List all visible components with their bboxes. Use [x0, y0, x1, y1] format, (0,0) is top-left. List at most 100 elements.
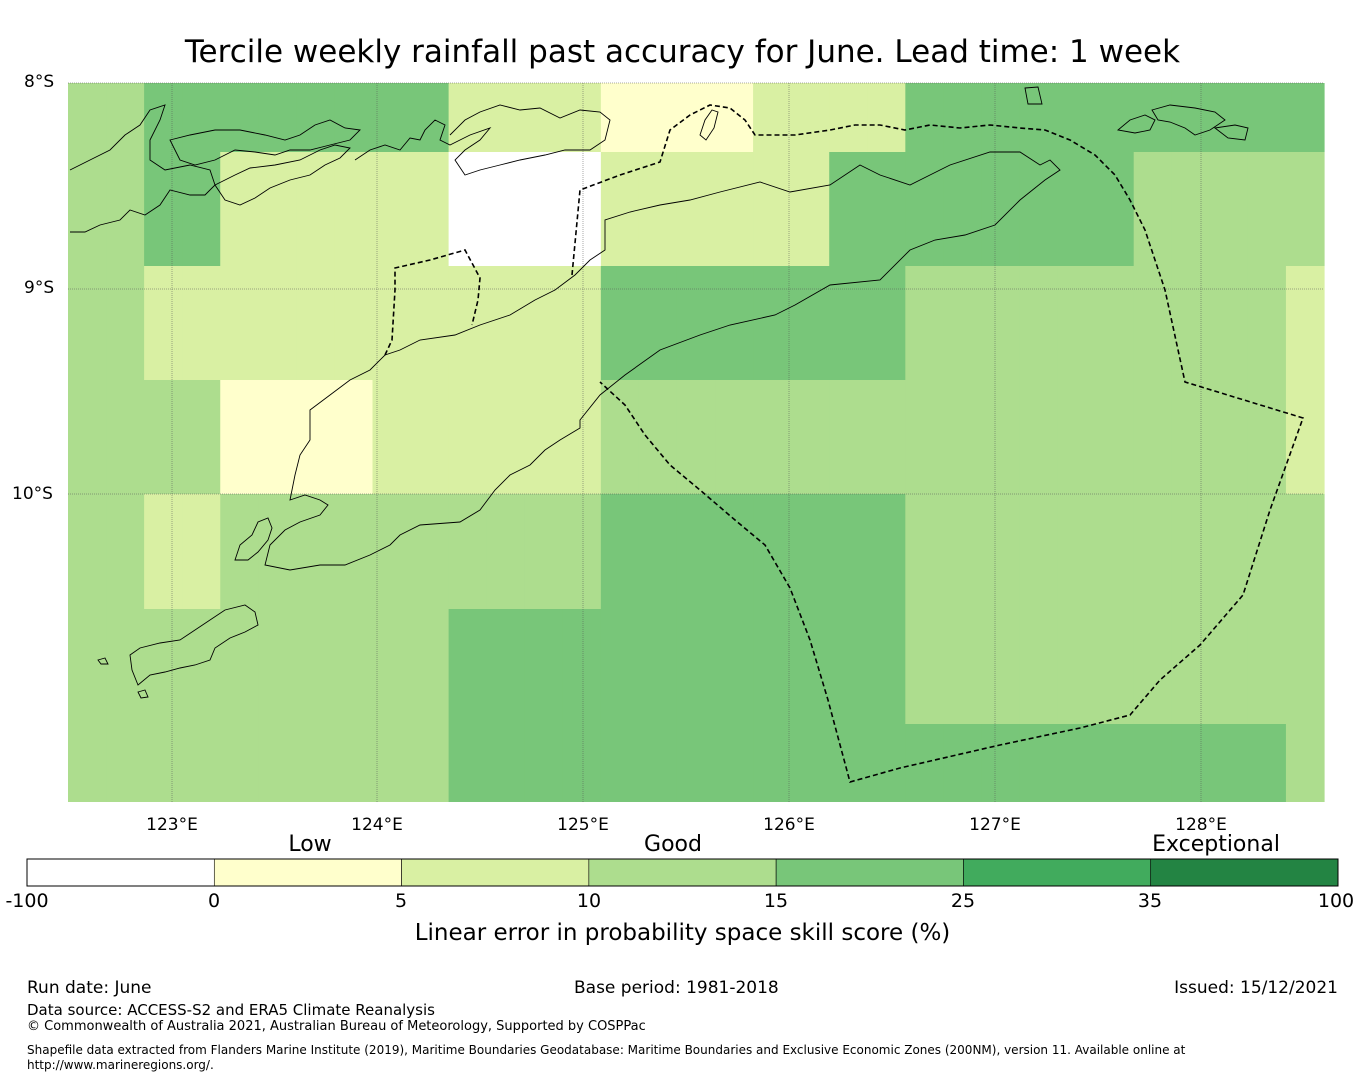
- skill-cell: [1095, 609, 1135, 724]
- colorbar-tick: 35: [1137, 890, 1163, 912]
- skill-cell: [524, 152, 564, 266]
- skill-cell: [943, 266, 983, 380]
- skill-cell: [1209, 494, 1249, 609]
- skill-cell: [981, 83, 1021, 152]
- skill-cell: [448, 609, 488, 724]
- skill-cell: [144, 494, 183, 609]
- skill-cell: [562, 83, 602, 152]
- skill-cell: [258, 380, 297, 494]
- skill-cell: [1285, 83, 1325, 152]
- skill-cell: [144, 266, 183, 380]
- skill-cell: [638, 724, 678, 802]
- skill-cell: [1095, 724, 1135, 802]
- skill-cell: [791, 152, 830, 266]
- skill-cell: [905, 380, 944, 494]
- skill-cell: [1171, 724, 1211, 802]
- skill-cell: [676, 83, 716, 152]
- skill-cell: [753, 494, 792, 609]
- skill-cell: [791, 724, 830, 802]
- skill-cell: [448, 724, 488, 802]
- skill-cell: [1247, 609, 1287, 724]
- skill-cell: [791, 380, 830, 494]
- upper-islands-coastline: [169, 119, 361, 166]
- skill-cell: [106, 380, 145, 494]
- skill-cell: [1247, 83, 1287, 152]
- skill-cell: [106, 724, 145, 802]
- skill-cell: [867, 266, 906, 380]
- skill-cell: [1247, 494, 1287, 609]
- skill-cell: [1209, 152, 1249, 266]
- skill-cell: [715, 494, 754, 609]
- skill-cell: [258, 494, 297, 609]
- base-period: Base period: 1981-2018: [574, 978, 779, 998]
- colorbar-tick: 0: [207, 890, 221, 912]
- skill-cell: [486, 724, 526, 802]
- skill-cell: [372, 83, 412, 152]
- lat-label: 8°S: [24, 72, 55, 92]
- skill-cell: [1057, 494, 1097, 609]
- skill-cell: [943, 609, 983, 724]
- skill-cell: [867, 494, 906, 609]
- skill-cell: [334, 83, 374, 152]
- skill-cell: [1247, 724, 1287, 802]
- skill-cell: [144, 380, 183, 494]
- skill-cell: [258, 83, 297, 152]
- skill-cell: [372, 152, 412, 266]
- skill-cell: [676, 266, 716, 380]
- skill-cell: [68, 266, 107, 380]
- skill-cell: [144, 724, 183, 802]
- skill-cell: [1133, 83, 1173, 152]
- skill-cell: [1171, 609, 1211, 724]
- skill-cell: [334, 724, 374, 802]
- skill-cell: [1171, 83, 1211, 152]
- skill-cell: [1209, 609, 1249, 724]
- skill-cell: [144, 152, 183, 266]
- skill-cell: [943, 152, 983, 266]
- skill-cell: [448, 494, 488, 609]
- skill-cell: [562, 380, 602, 494]
- skill-cell: [905, 609, 944, 724]
- skill-cell: [981, 494, 1021, 609]
- skill-cell: [905, 83, 944, 152]
- sawu-coastline: [129, 604, 259, 686]
- skill-cell: [410, 494, 450, 609]
- skill-cell: [1133, 152, 1173, 266]
- skill-cell: [791, 83, 830, 152]
- colorbar-tick: 25: [950, 890, 976, 912]
- skill-cell: [981, 266, 1021, 380]
- colorbar-tick: 5: [394, 890, 408, 912]
- skill-cell: [1209, 724, 1249, 802]
- copyright: © Commonwealth of Australia 2021, Austra…: [27, 1019, 646, 1034]
- skill-cell: [753, 266, 792, 380]
- skill-cell: [220, 494, 259, 609]
- timor-coastline: [264, 151, 1061, 571]
- skill-cell: [372, 609, 412, 724]
- skill-cell: [1057, 266, 1097, 380]
- skill-cell: [867, 609, 906, 724]
- skill-grid: [68, 83, 1325, 802]
- skill-cell: [410, 152, 450, 266]
- skill-cell: [410, 380, 450, 494]
- skill-cell: [753, 380, 792, 494]
- ndao-coastline: [137, 689, 149, 699]
- skill-cell: [600, 152, 640, 266]
- skill-cell: [486, 494, 526, 609]
- skill-cell: [562, 152, 602, 266]
- skill-cell: [524, 380, 564, 494]
- skill-cell: [638, 266, 678, 380]
- skill-cell: [334, 494, 374, 609]
- skill-cell: [68, 83, 107, 152]
- skill-cell: [1133, 724, 1173, 802]
- issued-date: Issued: 15/12/2021: [1174, 978, 1338, 998]
- skill-cell: [1019, 494, 1059, 609]
- skill-cell: [638, 494, 678, 609]
- skill-cell: [753, 724, 792, 802]
- skill-cell: [1133, 494, 1173, 609]
- skill-cell: [258, 609, 297, 724]
- skill-cell: [220, 724, 259, 802]
- skill-cell: [676, 724, 716, 802]
- skill-cell: [1285, 266, 1325, 380]
- skill-cell: [258, 152, 297, 266]
- skill-cell: [829, 380, 868, 494]
